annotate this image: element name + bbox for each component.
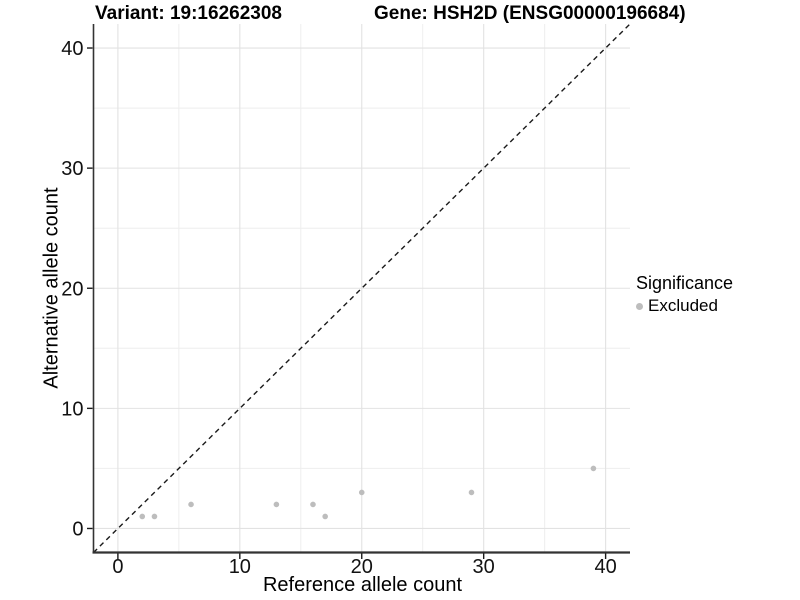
data-point [151,513,158,520]
x-tick-label: 30 [473,556,495,578]
legend-item-excluded: Excluded [636,296,733,316]
x-tick-label: 0 [112,556,123,578]
x-tick-label: 20 [351,556,373,578]
y-tick-label: 10 [61,398,83,420]
y-tick-label: 0 [72,518,83,540]
gene-title: Gene: HSH2D (ENSG00000196684) [374,3,686,24]
legend: Significance Excluded [636,273,733,316]
data-point [310,501,316,508]
legend-title: Significance [636,273,734,293]
data-point [273,501,280,508]
data-point [358,489,365,496]
data-point [590,465,597,472]
legend-item-label: Excluded [648,296,718,315]
y-tick-label: 20 [61,278,83,300]
data-point [188,501,194,508]
x-tick-label: 40 [594,556,616,578]
y-axis-title: Alternative allele count [40,187,63,389]
data-point [468,489,475,496]
x-tick-label: 10 [229,556,251,578]
variant-title: Variant: 19:16262308 [95,3,282,24]
y-tick-label: 40 [61,38,83,60]
data-point [322,513,328,520]
y-tick-label: 30 [61,158,83,180]
x-axis-title: Reference allele count [262,574,462,596]
legend-point-icon [636,302,643,310]
data-point [139,513,146,520]
